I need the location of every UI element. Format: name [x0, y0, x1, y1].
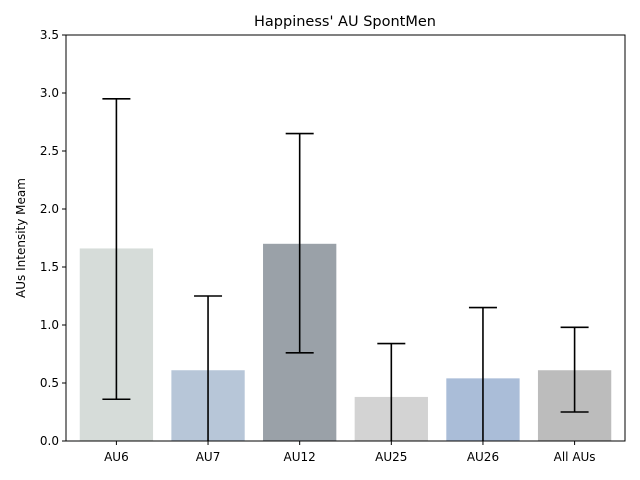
- x-tick-label: AU6: [104, 450, 129, 464]
- y-tick-label: 3.5: [40, 28, 59, 42]
- x-axis-ticks: AU6 AU7 AU12 AU25 AU26 All AUs: [104, 441, 596, 464]
- x-tick-label: AU12: [284, 450, 316, 464]
- chart-title: Happiness' AU SpontMen: [254, 14, 436, 30]
- y-tick-label: 3.0: [40, 86, 59, 100]
- bars-group: [79, 243, 612, 441]
- y-tick-label: 1.0: [40, 318, 59, 332]
- x-tick-label: AU25: [375, 450, 407, 464]
- y-tick-label: 2.0: [40, 202, 59, 216]
- x-tick-label: AU26: [467, 450, 499, 464]
- x-tick-label: AU7: [196, 450, 221, 464]
- plot-frame: [65, 34, 626, 442]
- y-axis-ticks: 0.0 0.5 1.0 1.5 2.0 2.5 3.0 3.5: [40, 28, 66, 448]
- y-tick-label: 0.0: [40, 434, 59, 448]
- y-tick-label: 2.5: [40, 144, 59, 158]
- y-tick-label: 1.5: [40, 260, 59, 274]
- y-tick-label: 0.5: [40, 376, 59, 390]
- error-bars-group: [102, 98, 589, 441]
- x-tick-label: All AUs: [554, 450, 596, 464]
- y-axis-label: AUs Intensity Meam: [14, 178, 28, 298]
